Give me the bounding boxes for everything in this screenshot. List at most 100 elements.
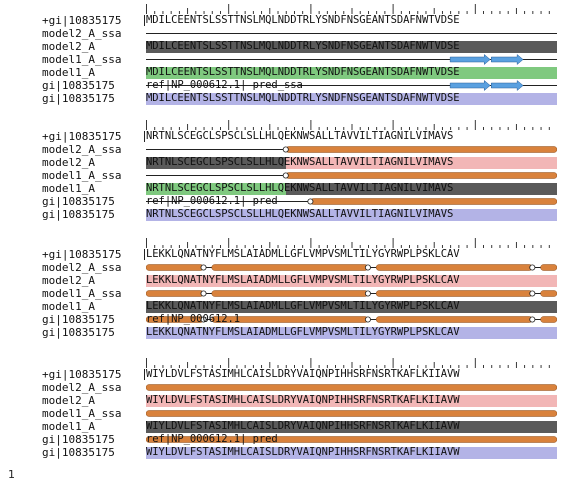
query-start-bar xyxy=(144,131,145,142)
query-sequence: LEKKLQNATNYFLMSLAIADMLLGFLVMPVSMLTILYGYR… xyxy=(146,248,460,260)
row-label: +gi|10835175 xyxy=(42,14,122,27)
strand-arrow xyxy=(449,80,491,92)
query-start-bar xyxy=(144,15,145,26)
secondary-structure-track xyxy=(146,316,557,323)
helix-bar xyxy=(146,264,204,271)
row-label: gi|10835175 xyxy=(42,446,115,460)
helix-end-marker xyxy=(364,290,371,297)
row-label: model2_A_ssa xyxy=(42,143,122,157)
helix-end-marker xyxy=(307,198,314,205)
aligned-sequence: NRTNLSCEGCLSPSCLSLLHLQEKNWSALLTAVVILTIAG… xyxy=(146,208,454,221)
helix-end-marker xyxy=(282,146,289,153)
row-label: model2_A xyxy=(42,40,95,54)
helix-bar xyxy=(540,264,557,271)
secondary-structure-track xyxy=(146,436,557,443)
row-label: gi|10835175 xyxy=(42,433,115,447)
aligned-sequence: MDILCEENTSLSSTTNSLMQLNDDTRLYSNDFNSGEANTS… xyxy=(146,66,460,79)
secondary-structure-track xyxy=(146,198,557,205)
helix-bar xyxy=(146,436,557,443)
helix-end-marker xyxy=(364,316,371,323)
residue-highlight xyxy=(146,156,286,169)
helix-end-marker xyxy=(282,172,289,179)
row-label: gi|10835175 xyxy=(42,79,115,93)
position-ruler xyxy=(146,4,550,14)
position-ruler xyxy=(146,238,550,248)
row-label: +gi|10835175 xyxy=(42,130,122,143)
helix-end-marker xyxy=(200,290,207,297)
helix-bar xyxy=(146,290,204,297)
aligned-sequence: NRTNLSCEGCLSPSCLSLLHLQEKNWSALLTAVVILTIAG… xyxy=(146,156,454,169)
ssa-annotation-text: ref|NP_000612.1| pred xyxy=(146,195,278,208)
query-sequence: NRTNLSCEGCLSPSCLSLLHLQEKNWSALLTAVVILTIAG… xyxy=(146,130,454,142)
helix-end-marker xyxy=(364,264,371,271)
row-label: +gi|10835175 xyxy=(42,248,122,261)
row-label: gi|10835175 xyxy=(42,92,115,106)
position-ruler xyxy=(146,358,550,368)
row-label: model1_A_ssa xyxy=(42,287,122,301)
ssa-annotation-text: ref|NP_000612.1 xyxy=(146,313,241,326)
residue-highlight xyxy=(285,156,557,169)
helix-end-marker xyxy=(529,290,536,297)
residue-highlight xyxy=(146,92,557,105)
row-label: gi|10835175 xyxy=(42,208,115,222)
helix-bar xyxy=(285,146,557,153)
residue-highlight xyxy=(146,300,557,313)
helix-end-marker xyxy=(529,316,536,323)
aligned-sequence: NRTNLSCEGCLSPSCLSLLHLQEKNWSALLTAVVILTIAG… xyxy=(146,182,454,195)
row-label: model2_A_ssa xyxy=(42,27,122,41)
aligned-sequence: LEKKLQNATNYFLMSLAIADMLLGFLVMPVSMLTILYGYR… xyxy=(146,300,460,313)
row-label: model1_A xyxy=(42,66,95,80)
row-label: model2_A xyxy=(42,274,95,288)
secondary-structure-track xyxy=(146,54,557,66)
row-label: model2_A_ssa xyxy=(42,261,122,275)
secondary-structure-track xyxy=(146,264,557,271)
strand-arrow xyxy=(490,80,524,92)
row-label: model2_A xyxy=(42,156,95,170)
secondary-structure-track xyxy=(146,410,557,417)
coil-line xyxy=(146,33,557,35)
row-label: model1_A_ssa xyxy=(42,169,122,183)
helix-end-marker xyxy=(529,264,536,271)
residue-highlight xyxy=(146,326,557,339)
helix-bar xyxy=(211,290,369,297)
residue-highlight xyxy=(146,446,557,459)
residue-highlight xyxy=(146,208,557,221)
helix-bar xyxy=(285,172,557,179)
row-label: gi|10835175 xyxy=(42,195,115,209)
secondary-structure-track xyxy=(146,80,557,92)
helix-bar xyxy=(146,384,557,391)
aligned-sequence: WIYLDVLFSTASIMHLCAISLDRYVAIQNPIHHSRFNSRT… xyxy=(146,394,460,407)
helix-end-marker xyxy=(200,316,207,323)
query-sequence: WIYLDVLFSTASIMHLCAISLDRYVAIQNPIHHSRFNSRT… xyxy=(146,368,460,380)
row-label: +gi|10835175 xyxy=(42,368,122,381)
aligned-sequence: MDILCEENTSLSSTTNSLMQLNDDTRLYSNDFNSGEANTS… xyxy=(146,40,460,53)
residue-highlight xyxy=(146,66,557,79)
strand-arrow xyxy=(449,54,491,66)
position-ruler xyxy=(146,120,550,130)
row-label: model1_A xyxy=(42,182,95,196)
ssa-annotation-text: ref|NP_000612.1| pred xyxy=(146,433,278,446)
residue-highlight xyxy=(146,274,557,287)
residue-highlight xyxy=(146,40,557,53)
residue-highlight xyxy=(146,182,286,195)
query-start-bar xyxy=(144,249,145,260)
helix-bar xyxy=(146,410,557,417)
secondary-structure-track xyxy=(146,172,557,179)
helix-bar xyxy=(375,264,533,271)
helix-bar xyxy=(211,264,369,271)
secondary-structure-track xyxy=(146,384,557,391)
row-label: model1_A xyxy=(42,420,95,434)
row-label: model1_A xyxy=(42,300,95,314)
residue-highlight xyxy=(146,420,557,433)
aligned-sequence: WIYLDVLFSTASIMHLCAISLDRYVAIQNPIHHSRFNSRT… xyxy=(146,446,460,459)
residue-highlight xyxy=(146,394,557,407)
secondary-structure-track xyxy=(146,290,557,297)
row-label: model1_A_ssa xyxy=(42,407,122,421)
row-label: model2_A_ssa xyxy=(42,381,122,395)
helix-end-marker xyxy=(200,264,207,271)
strand-arrow xyxy=(490,54,524,66)
secondary-structure-track xyxy=(146,146,557,153)
ssa-annotation-text: ref|NP_000612.1| pred_ssa xyxy=(146,79,303,92)
helix-bar xyxy=(540,290,557,297)
row-label: gi|10835175 xyxy=(42,326,115,340)
